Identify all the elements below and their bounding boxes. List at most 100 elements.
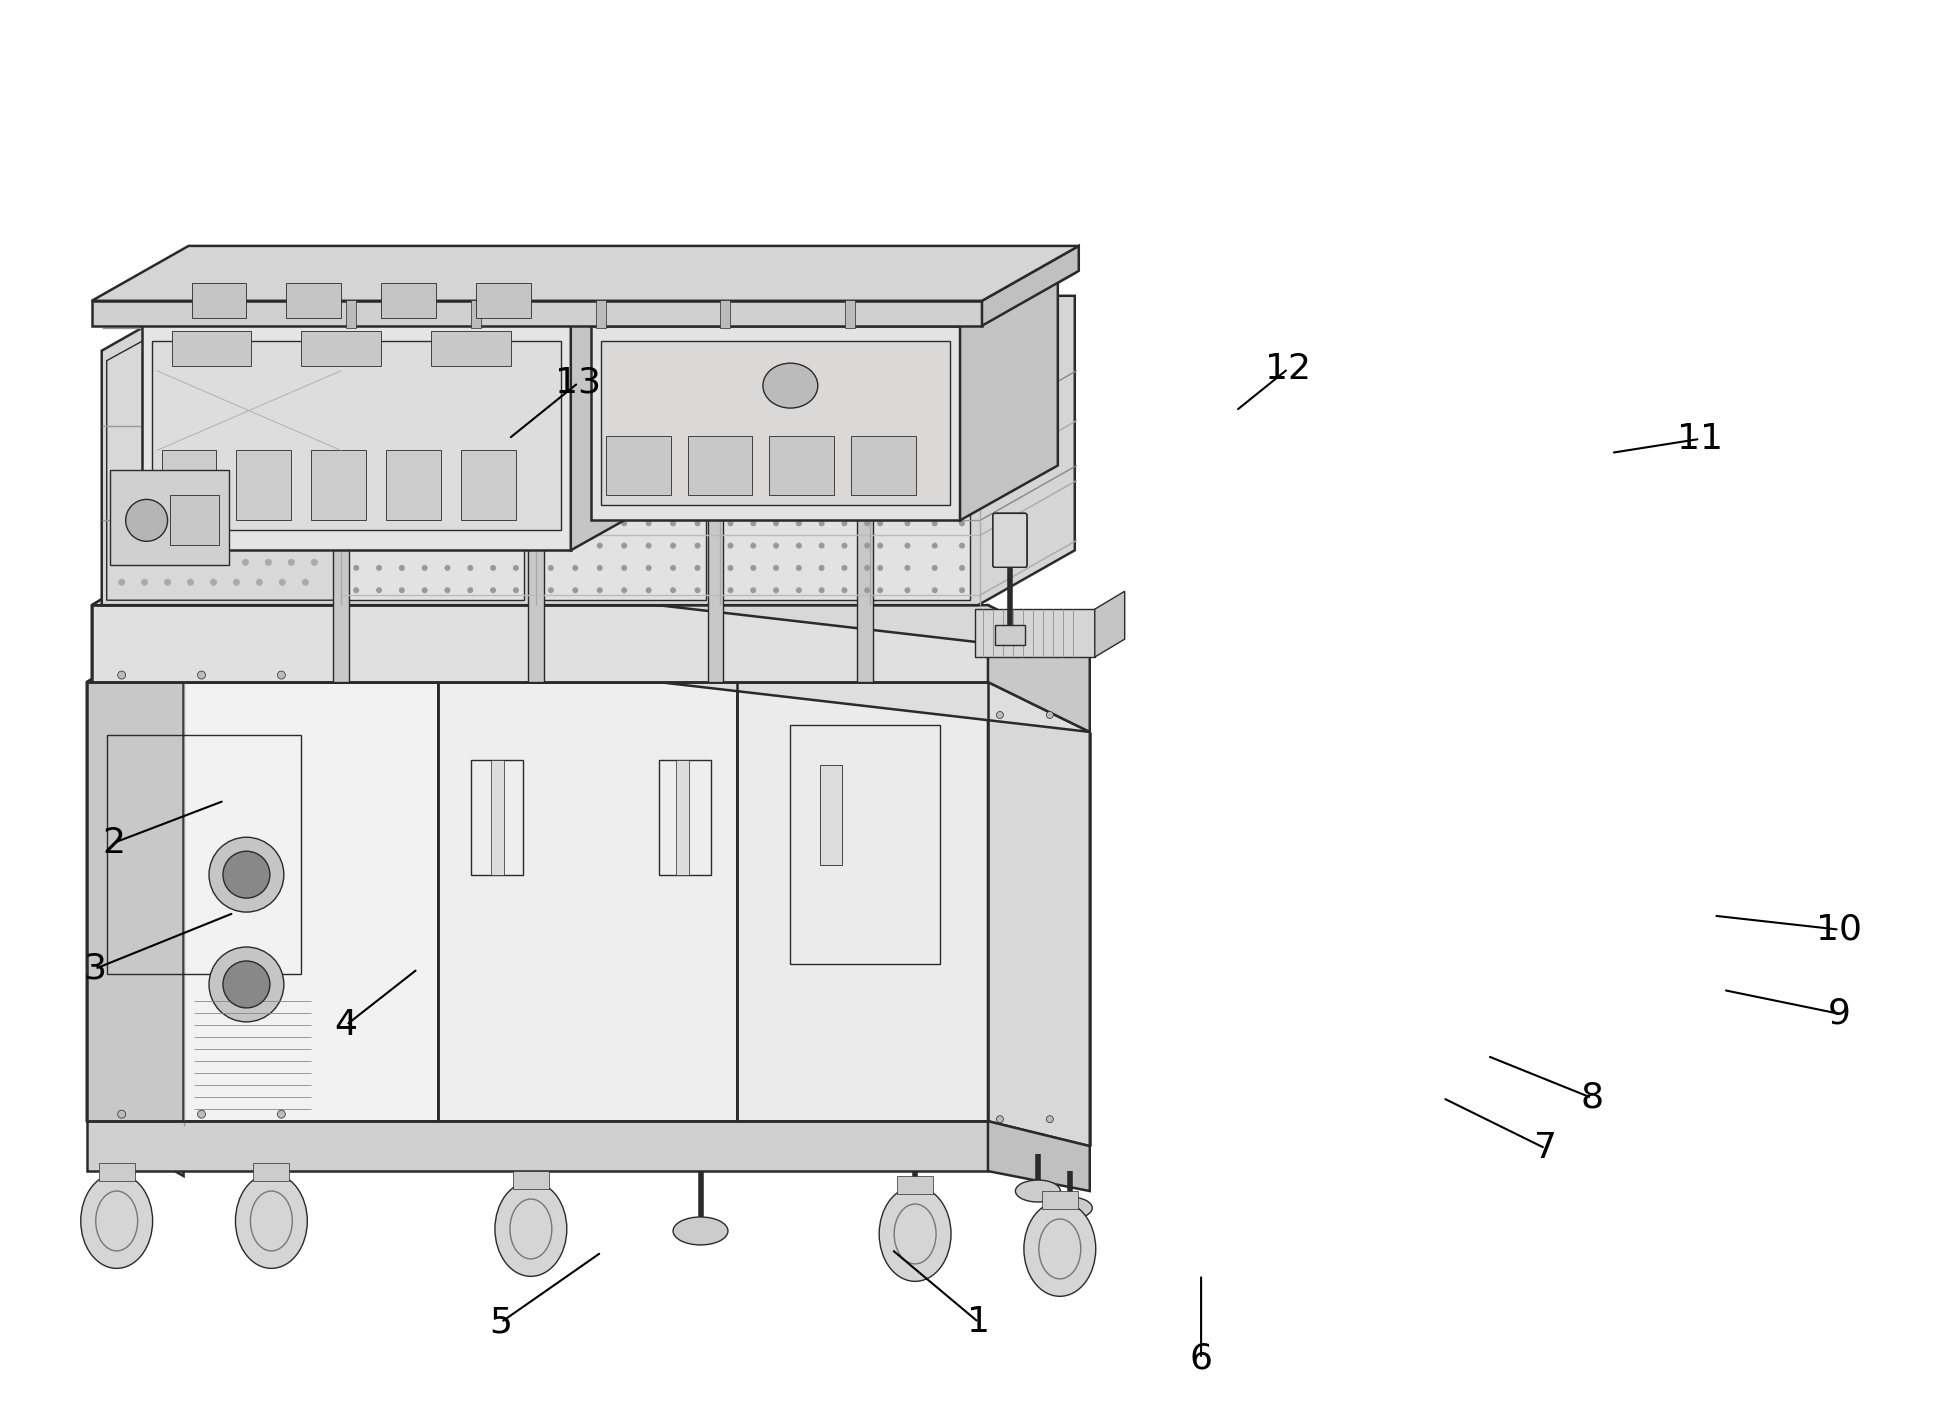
Ellipse shape: [694, 587, 700, 593]
Ellipse shape: [548, 542, 554, 548]
Polygon shape: [87, 681, 438, 1121]
Ellipse shape: [959, 426, 965, 431]
Text: 5: 5: [490, 1305, 512, 1339]
Bar: [1043, 1191, 1078, 1208]
Ellipse shape: [864, 492, 870, 499]
Ellipse shape: [959, 471, 965, 476]
Ellipse shape: [548, 326, 554, 332]
Bar: [99, 1163, 134, 1182]
Ellipse shape: [878, 326, 884, 332]
Ellipse shape: [671, 520, 676, 527]
Ellipse shape: [233, 579, 240, 586]
Ellipse shape: [289, 559, 295, 566]
Ellipse shape: [269, 499, 275, 506]
Ellipse shape: [750, 348, 756, 354]
Ellipse shape: [376, 492, 382, 499]
Text: 6: 6: [1190, 1342, 1213, 1375]
FancyBboxPatch shape: [992, 513, 1027, 568]
Ellipse shape: [382, 399, 390, 406]
Ellipse shape: [399, 392, 405, 399]
Bar: [845, 299, 855, 327]
Ellipse shape: [671, 426, 676, 431]
Ellipse shape: [572, 348, 578, 354]
Ellipse shape: [671, 371, 676, 377]
Ellipse shape: [287, 459, 295, 466]
Ellipse shape: [773, 520, 779, 527]
Ellipse shape: [905, 520, 911, 527]
Bar: [975, 610, 1095, 658]
Polygon shape: [91, 301, 983, 326]
Ellipse shape: [209, 837, 283, 912]
Ellipse shape: [572, 392, 578, 399]
Ellipse shape: [622, 392, 628, 399]
Ellipse shape: [797, 492, 802, 499]
Ellipse shape: [514, 565, 519, 570]
Ellipse shape: [622, 426, 628, 431]
Ellipse shape: [694, 326, 700, 332]
Polygon shape: [738, 681, 988, 1121]
Bar: [601, 341, 950, 506]
Ellipse shape: [341, 438, 349, 445]
Bar: [857, 413, 874, 681]
Ellipse shape: [1047, 1197, 1093, 1220]
Ellipse shape: [217, 459, 225, 466]
Ellipse shape: [467, 326, 473, 332]
Ellipse shape: [399, 587, 405, 593]
Ellipse shape: [514, 520, 519, 527]
Ellipse shape: [165, 579, 171, 586]
Ellipse shape: [490, 326, 496, 332]
Ellipse shape: [622, 348, 628, 354]
Polygon shape: [87, 627, 1089, 732]
Ellipse shape: [864, 565, 870, 570]
Ellipse shape: [376, 471, 382, 476]
Ellipse shape: [514, 587, 519, 593]
Ellipse shape: [514, 471, 519, 476]
Ellipse shape: [645, 448, 651, 454]
Ellipse shape: [773, 492, 779, 499]
Ellipse shape: [318, 438, 326, 445]
Ellipse shape: [279, 579, 285, 586]
Bar: [490, 760, 504, 875]
Bar: [514, 1172, 548, 1189]
Bar: [659, 760, 711, 875]
Ellipse shape: [242, 559, 248, 566]
Ellipse shape: [209, 579, 217, 586]
Ellipse shape: [368, 379, 376, 386]
Ellipse shape: [645, 520, 651, 527]
Ellipse shape: [136, 540, 143, 545]
Ellipse shape: [797, 565, 802, 570]
Polygon shape: [857, 407, 882, 413]
Ellipse shape: [467, 471, 473, 476]
Ellipse shape: [905, 326, 911, 332]
Ellipse shape: [200, 399, 205, 406]
Ellipse shape: [888, 1217, 942, 1245]
Bar: [721, 516, 876, 600]
Ellipse shape: [444, 520, 450, 527]
Ellipse shape: [514, 542, 519, 548]
Ellipse shape: [548, 426, 554, 431]
Ellipse shape: [548, 392, 554, 399]
Ellipse shape: [223, 961, 269, 1007]
Bar: [721, 320, 876, 406]
Ellipse shape: [841, 565, 847, 570]
Ellipse shape: [229, 540, 234, 545]
Bar: [151, 341, 560, 530]
Bar: [347, 299, 357, 327]
Ellipse shape: [328, 419, 335, 426]
Ellipse shape: [467, 371, 473, 377]
Ellipse shape: [932, 448, 938, 454]
Ellipse shape: [572, 492, 578, 499]
Ellipse shape: [597, 471, 603, 476]
Ellipse shape: [671, 471, 676, 476]
Bar: [688, 436, 752, 496]
Ellipse shape: [490, 371, 496, 377]
Ellipse shape: [337, 399, 343, 406]
Ellipse shape: [490, 565, 496, 570]
Ellipse shape: [353, 471, 359, 476]
Ellipse shape: [773, 371, 779, 377]
Ellipse shape: [864, 326, 870, 332]
Ellipse shape: [190, 419, 198, 426]
Ellipse shape: [89, 1217, 143, 1245]
Ellipse shape: [864, 371, 870, 377]
Ellipse shape: [548, 492, 554, 499]
